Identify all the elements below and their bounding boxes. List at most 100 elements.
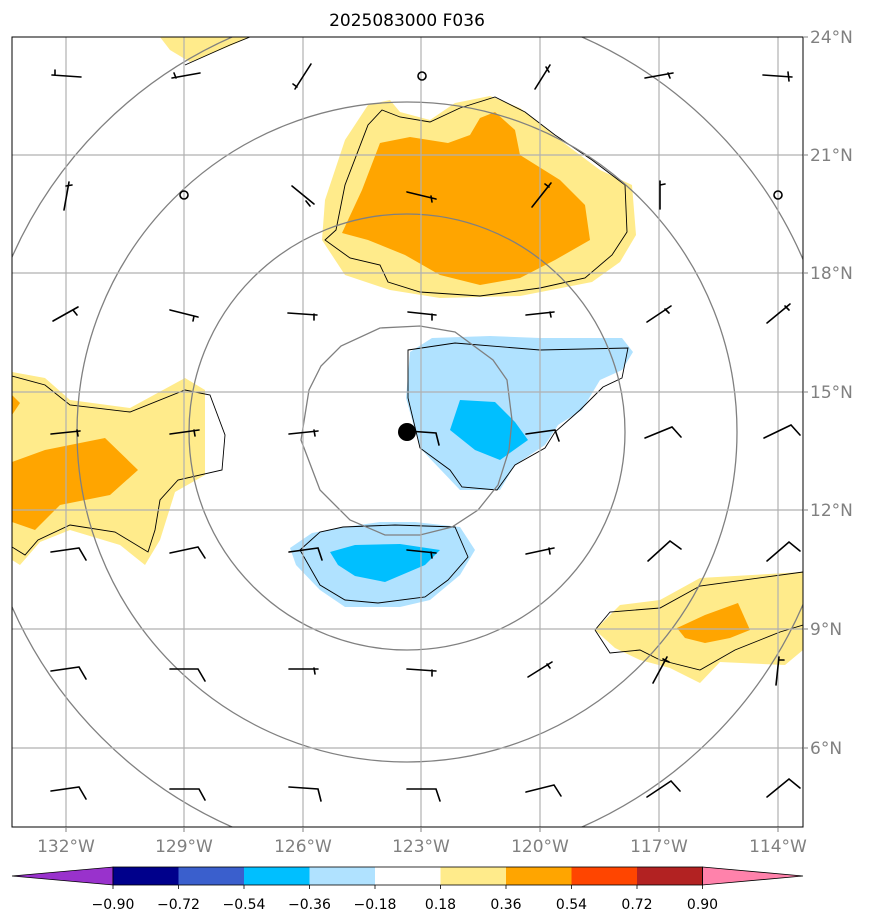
lon-label: 114°W xyxy=(749,837,807,857)
wind-barb xyxy=(525,311,555,318)
lon-label: 117°W xyxy=(630,837,688,857)
fill-lightblue-east xyxy=(406,336,633,490)
wind-barb xyxy=(406,668,437,677)
wind-barb xyxy=(50,666,87,680)
wind-barb xyxy=(646,305,672,323)
lon-label: 126°W xyxy=(274,837,332,857)
wind-barb xyxy=(169,546,206,559)
wind-barb xyxy=(51,69,82,78)
wind-barb xyxy=(406,788,441,802)
colorbar-tick-label: 0.54 xyxy=(556,897,587,913)
storm-center-marker xyxy=(398,423,416,441)
wind-barb xyxy=(644,426,682,439)
wind-barb xyxy=(763,424,801,439)
colorbar-tick-label: 0.36 xyxy=(490,897,521,913)
lat-label: 9°N xyxy=(810,620,842,640)
wind-barb xyxy=(762,71,793,82)
lon-labels: 132°W 129°W 126°W 123°W 120°W 117°W 114°… xyxy=(37,837,807,857)
colorbar-swatch xyxy=(244,867,310,885)
wind-barb xyxy=(63,181,73,211)
colorbar-tick-label: 0.18 xyxy=(425,897,456,913)
wind-barb xyxy=(50,429,81,437)
wind-barb xyxy=(169,788,206,801)
wind-barb xyxy=(406,191,437,203)
colorbar-tick-label: 0.72 xyxy=(621,897,652,913)
anomaly-fills xyxy=(12,37,803,683)
lat-labels: 24°N 21°N 18°N 15°N 12°N 9°N 6°N xyxy=(810,28,853,759)
wind-barb xyxy=(646,779,681,798)
lat-label: 15°N xyxy=(810,383,853,403)
wind-barb xyxy=(407,311,437,321)
wind-barb xyxy=(647,539,682,562)
wind-barb xyxy=(406,549,437,559)
colorbar-swatch xyxy=(637,867,703,885)
colorbar-tick-label: −0.54 xyxy=(223,897,266,913)
wind-barb xyxy=(534,64,551,90)
anomaly-contours xyxy=(12,37,803,671)
colorbar-extend-max xyxy=(702,866,804,886)
fill-blue-south xyxy=(330,544,440,582)
wind-barb xyxy=(169,668,206,682)
wind-barb xyxy=(171,72,201,79)
wind-barb xyxy=(525,547,555,555)
lat-ticks xyxy=(803,36,808,749)
wind-barb xyxy=(52,306,79,322)
map-title: 2025083000 F036 xyxy=(329,11,485,31)
colorbar-swatch xyxy=(113,867,179,885)
lon-label: 120°W xyxy=(511,837,569,857)
wind-barb xyxy=(288,429,319,437)
wind-barb xyxy=(288,786,322,802)
lat-label: 18°N xyxy=(810,264,853,284)
wind-barb xyxy=(291,185,315,207)
colorbar-swatch xyxy=(375,867,441,885)
wind-barb xyxy=(525,784,562,797)
wind-barb xyxy=(50,547,87,561)
lat-label: 24°N xyxy=(810,28,853,48)
colorbar-tick-label: −0.36 xyxy=(288,897,331,913)
lon-ticks xyxy=(65,827,779,832)
wind-barbs xyxy=(50,63,801,802)
calm-wind-circle xyxy=(417,71,427,81)
calm-wind-circle xyxy=(179,190,189,200)
wind-barb xyxy=(169,429,200,437)
plot-frame xyxy=(11,36,804,828)
lon-label: 132°W xyxy=(37,837,95,857)
colorbar-swatch xyxy=(440,867,506,885)
wind-barb xyxy=(407,430,440,446)
wind-barb xyxy=(652,656,670,684)
colorbar-swatch xyxy=(309,867,375,885)
wind-barb xyxy=(766,540,801,562)
colorbar-outline xyxy=(112,866,703,886)
wind-barb xyxy=(288,547,323,561)
colorbar-extend-min xyxy=(11,866,114,886)
wind-barb xyxy=(169,309,199,322)
colorbar: −0.90 −0.72 −0.54 −0.36 −0.18 0.18 0.36 0.54 0.7… xyxy=(11,866,804,913)
wind-barb xyxy=(527,661,553,678)
lon-label: 123°W xyxy=(392,837,450,857)
lat-label: 6°N xyxy=(810,739,842,759)
fill-orange-southeast xyxy=(677,603,750,643)
colorbar-tick-label: 0.90 xyxy=(687,897,718,913)
wind-barb xyxy=(531,182,552,208)
lon-label: 129°W xyxy=(155,837,213,857)
fill-orange-west xyxy=(12,395,138,530)
colorbar-tick-label: −0.90 xyxy=(92,897,135,913)
lat-label: 21°N xyxy=(810,146,853,166)
wind-barb xyxy=(292,63,312,90)
colorbar-swatch xyxy=(571,867,637,885)
colorbar-swatch xyxy=(506,867,572,885)
wind-barb xyxy=(659,180,666,210)
wind-barb xyxy=(287,312,318,321)
colorbar-swatch xyxy=(178,867,244,885)
fill-blue-east xyxy=(450,400,528,460)
wind-barb xyxy=(525,429,560,442)
wind-barb xyxy=(766,777,801,798)
wind-barb xyxy=(775,656,785,686)
lat-label: 12°N xyxy=(810,501,853,521)
wind-barb xyxy=(288,667,319,675)
wind-barb xyxy=(50,786,87,800)
calm-wind-circle xyxy=(773,190,783,200)
colorbar-tick-label: −0.18 xyxy=(354,897,397,913)
colorbar-tick-label: −0.72 xyxy=(157,897,200,913)
